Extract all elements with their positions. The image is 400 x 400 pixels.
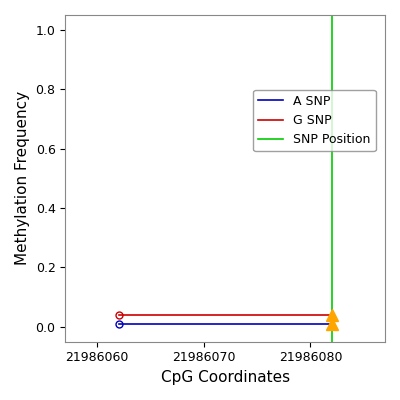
Y-axis label: Methylation Frequency: Methylation Frequency — [15, 91, 30, 266]
Legend: A SNP, G SNP, SNP Position: A SNP, G SNP, SNP Position — [253, 90, 376, 151]
X-axis label: CpG Coordinates: CpG Coordinates — [160, 370, 290, 385]
